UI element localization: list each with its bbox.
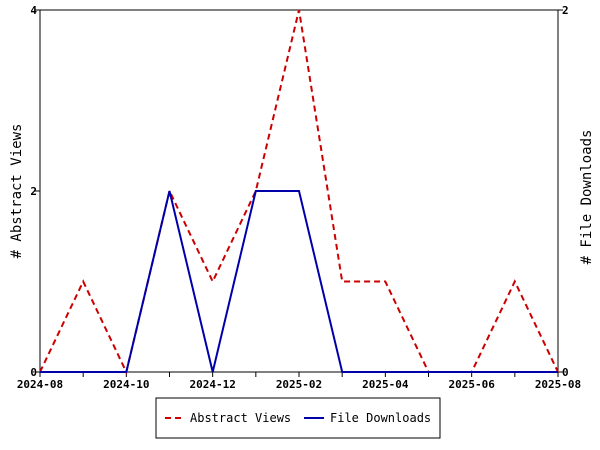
legend-label-abstract-views: Abstract Views: [190, 411, 291, 425]
x-axis: 2024-08 2024-10 2024-12 2025-02 2025-04 2025-…: [17, 372, 581, 391]
x-tick-label-2025-08: 2025-08: [535, 378, 581, 391]
x-tick-label-2025-06: 2025-06: [448, 378, 495, 391]
y-axis-right: 02: [558, 4, 569, 379]
y-axis-left: 0 2 4: [30, 4, 40, 379]
series-layer: [39, 9, 559, 375]
x-tick-label-2025-02: 2025-02: [276, 378, 322, 391]
legend-label-file-downloads: File Downloads: [330, 411, 431, 425]
legend: Abstract Views File Downloads: [155, 397, 441, 439]
series-line-file-downloads: [40, 190, 558, 373]
y-right-tick-label-0: 0: [562, 366, 569, 379]
y-axis-label-right: # File Downloads: [579, 130, 595, 265]
y-axis-label-left: # Abstract Views: [9, 124, 25, 259]
y-right-tick-label-2: 2: [562, 4, 569, 17]
x-tick-label-2024-08: 2024-08: [17, 378, 63, 391]
legend-box: [155, 397, 441, 439]
x-tick-label-2024-10: 2024-10: [103, 378, 149, 391]
x-tick-label-2025-04: 2025-04: [362, 378, 409, 391]
y-left-tick-label-0: 0: [30, 366, 37, 379]
y-left-tick-label-4: 4: [30, 4, 37, 17]
x-tick-label-2024-12: 2024-12: [189, 378, 235, 391]
y-left-tick-label-2: 2: [30, 185, 37, 198]
